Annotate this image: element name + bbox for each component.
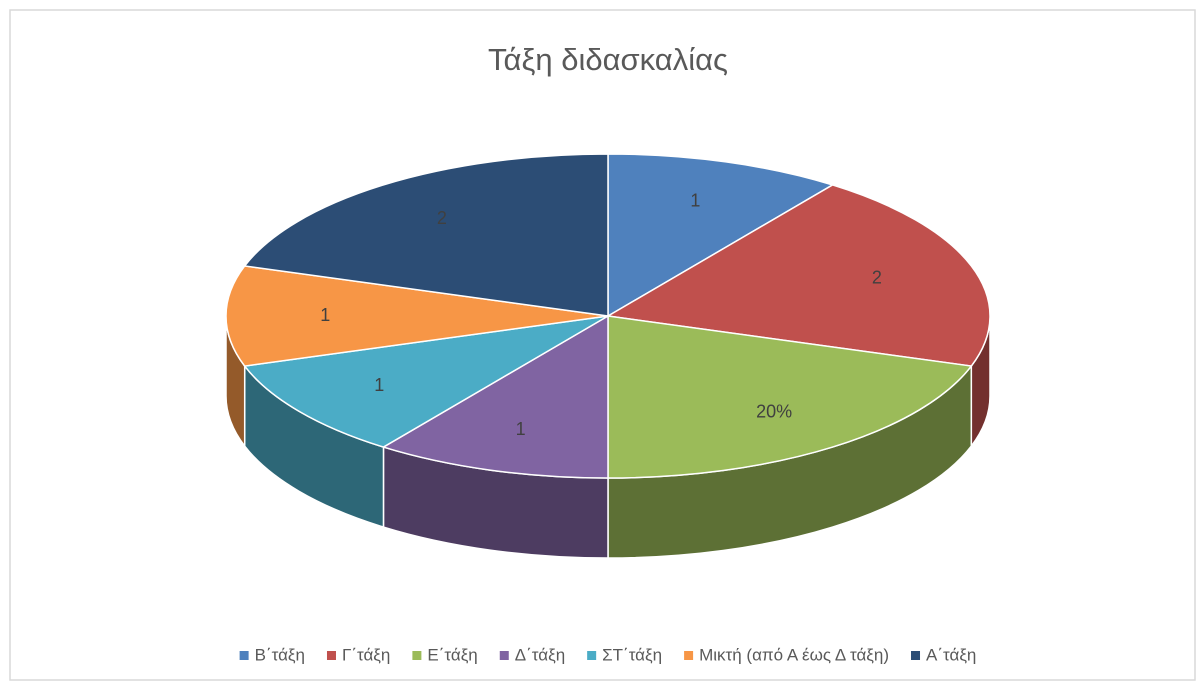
legend-label: Ε΄τάξη: [427, 645, 477, 664]
data-label: 1: [516, 419, 526, 439]
data-label: 1: [690, 191, 700, 211]
slice: [243, 153, 609, 317]
legend-marker: [684, 651, 694, 660]
legend-marker: [326, 651, 336, 660]
slice: [225, 265, 609, 367]
chart-title: Τάξη διδασκαλίας: [488, 42, 728, 77]
slice: [243, 315, 609, 448]
legend-marker: [911, 651, 921, 660]
legend-label: Γ΄τάξη: [342, 645, 390, 664]
legend-marker: [412, 651, 422, 660]
legend-label: Β΄τάξη: [255, 645, 305, 664]
legend-label: Μικτή (από Α έως Δ τάξη): [699, 645, 889, 664]
legend-label: Α΄τάξη: [926, 645, 976, 664]
legend-marker: [499, 651, 509, 660]
legend-marker: [239, 651, 249, 660]
slice: [607, 153, 835, 318]
data-label: 2: [437, 208, 447, 228]
legend-label: ΣΤ΄τάξη: [602, 645, 662, 664]
legend-label: Δ΄τάξη: [515, 645, 565, 664]
slice: [607, 315, 973, 479]
slice: [381, 314, 609, 479]
data-label: 1: [374, 375, 384, 395]
data-label: 1: [320, 305, 330, 325]
data-label: 20%: [756, 402, 792, 422]
legend-marker: [587, 651, 597, 660]
data-label: 2: [872, 268, 882, 288]
slice: [605, 184, 991, 367]
